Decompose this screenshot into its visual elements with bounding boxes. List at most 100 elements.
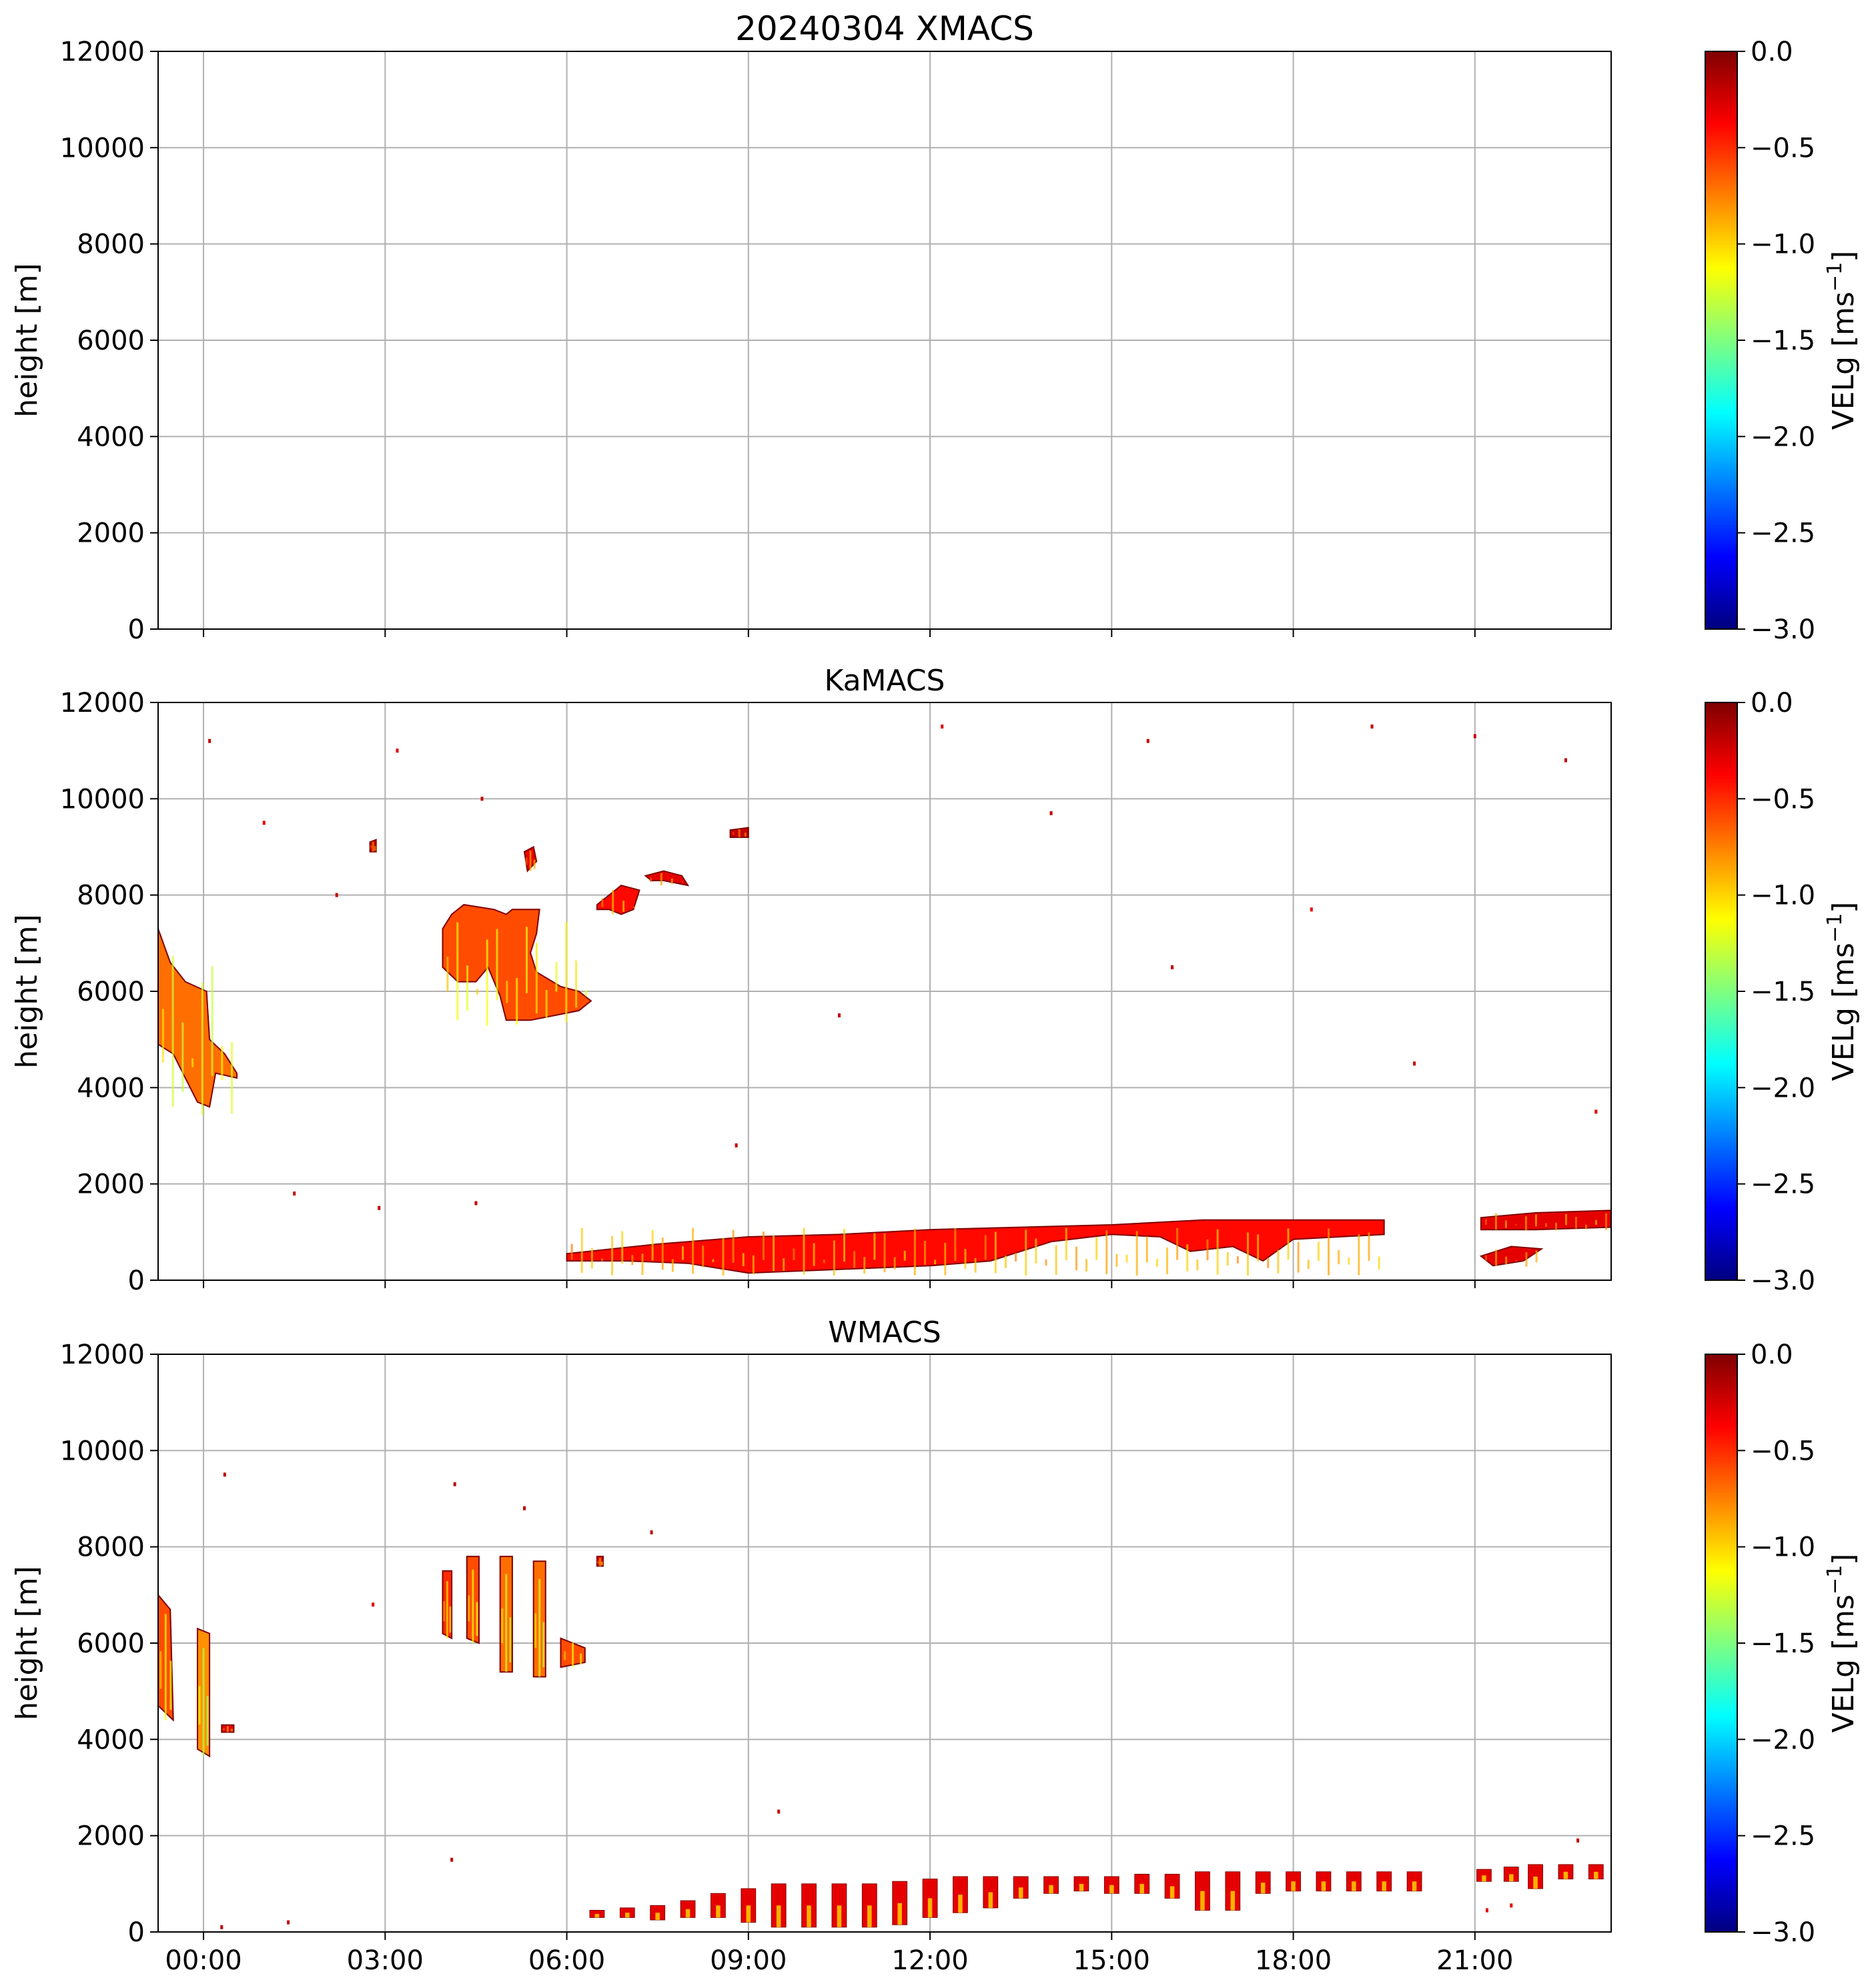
y-tick-label: 6000 [77,326,145,356]
colorbar-tick-label: −3.0 [1751,1266,1815,1296]
data-point [220,1925,223,1929]
data-column-core [1412,1881,1417,1891]
y-tick-label: 0 [128,614,145,645]
data-column-core [867,1905,872,1927]
data-column-core [746,1905,751,1923]
colorbar-tick-label: −1.0 [1751,229,1815,260]
data-column-core [958,1895,963,1913]
data-column-core [1079,1883,1084,1891]
colorbar-tick-label: −0.5 [1751,784,1815,815]
colorbar-label: VELg [ms−1] [1823,902,1861,1081]
data-point [837,1013,841,1018]
data-column-core [1049,1885,1053,1894]
data-column-core [1230,1891,1236,1911]
x-tick-label: 00:00 [165,1945,242,1976]
colorbar-gradient [1705,1354,1738,1933]
colorbar-wmacs: 0.0 −0.5 −1.0 −1.5 −2.0 −2.5 −3.0 VELg [ms−1] [1705,1340,1861,1948]
data-point [735,1143,738,1147]
y-tick-label: 2000 [77,1169,145,1200]
y-tick-label: 0 [128,1266,145,1296]
data-point [1370,724,1374,729]
data-column-core [625,1913,630,1918]
y-tick-label: 8000 [77,1532,145,1563]
x-axis-xmacs [203,629,1476,637]
y-tick-label: 2000 [77,518,145,549]
y-axis-wmacs: 0 2000 4000 6000 8000 10000 12000 [60,1340,158,1948]
data-point [1594,1109,1598,1114]
colorbar-tick-label: −1.5 [1751,1628,1815,1659]
colorbar-tick-label: −3.0 [1751,1917,1815,1948]
colorbar-gradient [1705,702,1738,1281]
data-column-core [1508,1874,1514,1882]
colorbar-label-close: ] [1827,251,1861,262]
colorbar-tick-label: −1.0 [1751,1532,1815,1563]
data-point [335,893,338,897]
x-tick-label: 03:00 [347,1945,424,1976]
colorbar-kamacs: 0.0 −0.5 −1.0 −1.5 −2.0 −2.5 −3.0 VELg [ms−1] [1705,688,1861,1296]
y-axis-xmacs: 0 2000 4000 6000 8000 10000 12000 [60,37,158,645]
colorbar-tick-label: 0.0 [1751,1340,1793,1370]
data-point [453,1482,456,1486]
data-column-core [1382,1881,1386,1891]
colorbar-tick-label: −2.0 [1751,1724,1815,1755]
data-point [208,738,211,743]
y-tick-label: 10000 [60,133,145,163]
data-column-core [1352,1881,1356,1891]
colorbar-xmacs: 0.0 −0.5 −1.0 −1.5 −2.0 −2.5 −3.0 VELg [ms−1] [1705,37,1861,645]
y-tick-label: 8000 [77,229,145,260]
y-tick-label: 12000 [60,688,145,718]
region-mid-level-cloud-0300-0600 [442,904,592,1021]
data-point [480,797,484,801]
data-regions-wmacs [158,1556,604,1758]
panel-xmacs: 0 2000 4000 6000 8000 10000 12000 height [m] [10,37,1612,645]
x-tick-label: 18:00 [1255,1945,1332,1976]
data-point [1564,758,1567,763]
data-column-core [1563,1871,1568,1879]
data-point [941,724,944,729]
y-tick-label: 10000 [60,784,145,815]
colorbar-label-text: VELg [ms [1827,292,1861,430]
region-low-cloud-layer-late [1480,1209,1611,1231]
data-point [372,1602,375,1607]
data-point [474,1201,478,1205]
colorbar-label: VELg [ms−1] [1823,251,1861,430]
colorbar-tick-label: −0.5 [1751,133,1815,163]
y-tick-label: 2000 [77,1821,145,1852]
colorbar-label-close: ] [1827,902,1861,913]
x-axis-wmacs: 00:00 03:00 06:00 09:00 12:00 15:00 18:00 21:00 [165,1932,1513,1976]
colorbar-label: VELg [ms−1] [1823,1554,1861,1733]
panel-title-kamacs: KaMACS [825,664,945,698]
data-point [1146,738,1149,743]
colorbar-label-exponent: −1 [1823,262,1847,292]
colorbar-tick-label: −1.0 [1751,881,1815,911]
data-column-core [1169,1886,1175,1899]
data-point [223,1472,226,1477]
colorbar-tick-label: −2.5 [1751,518,1815,549]
data-column-core [1482,1875,1486,1882]
x-tick-label: 06:00 [528,1945,605,1976]
data-column-core [1321,1881,1326,1891]
data-point [293,1191,296,1196]
region-low-cloud-layer [566,1219,1385,1274]
y-tick-label: 0 [128,1917,145,1948]
colorbar-label-exponent: −1 [1823,913,1847,943]
data-point [1171,965,1174,969]
colorbar-tick-label: −2.0 [1751,422,1815,452]
data-point [1049,811,1053,815]
y-label-wmacs: height [m] [10,1566,44,1720]
data-point [396,749,399,753]
colorbar-tick-label: −0.5 [1751,1436,1815,1466]
y-tick-label: 10000 [60,1436,145,1466]
colorbar-tick-label: −2.5 [1751,1821,1815,1852]
y-tick-label: 4000 [77,422,145,452]
colorbar-tick-label: −2.0 [1751,1073,1815,1103]
colorbar-label-text: VELg [ms [1827,943,1861,1081]
y-tick-label: 12000 [60,37,145,67]
data-point [1485,1908,1488,1913]
figure-title: 20240304 XMACS [735,9,1034,48]
data-points-wmacs [220,1472,1580,1929]
data-column-core [1200,1891,1205,1911]
y-label-kamacs: height [m] [10,914,44,1068]
